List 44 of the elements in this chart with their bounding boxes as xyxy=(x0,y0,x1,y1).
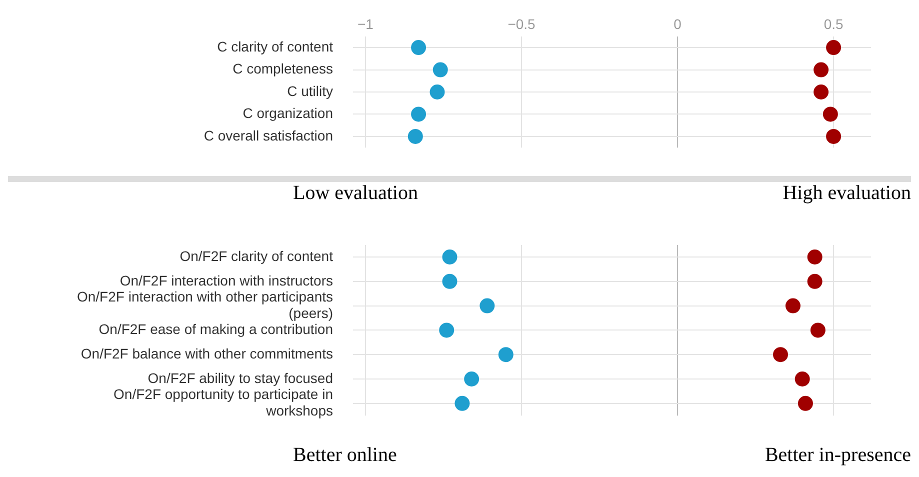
text: Better in-presence xyxy=(764,444,911,468)
point xyxy=(814,62,829,78)
y-tick-label: C completeness xyxy=(232,60,333,77)
y-tick-label: C clarity of content xyxy=(217,38,334,54)
point xyxy=(810,322,826,338)
y-tick-label: C utility xyxy=(287,82,333,99)
point xyxy=(807,250,822,264)
text: High evaluation xyxy=(782,182,911,206)
y-tick-label: On/F2F ease of making a contribution xyxy=(98,321,333,338)
point xyxy=(773,347,788,362)
text: Low evaluation xyxy=(293,182,418,206)
point xyxy=(498,347,514,362)
point xyxy=(442,250,458,264)
point xyxy=(826,128,842,144)
y-tick-label: On/F2F interaction with instructors xyxy=(120,272,333,288)
point xyxy=(807,274,822,289)
point xyxy=(432,62,448,78)
point xyxy=(822,106,838,122)
x-tick-label: −0.5 xyxy=(508,16,536,32)
point xyxy=(826,40,842,56)
y-tick-label: On/F2F ability to stay focused xyxy=(148,370,333,386)
point xyxy=(785,298,800,314)
point xyxy=(408,128,423,144)
text: Better online xyxy=(293,444,397,468)
point xyxy=(411,40,426,56)
point xyxy=(798,396,813,411)
point xyxy=(814,84,829,100)
y-tick-label: C overall satisfaction xyxy=(204,127,333,144)
y-tick-label: On/F2F opportunity to participate in workshops xyxy=(114,386,333,419)
point xyxy=(411,106,426,122)
x-tick-label: 0 xyxy=(674,16,682,32)
y-tick-label: On/F2F interaction with other participants (peers) xyxy=(76,288,333,322)
y-tick-label: On/F2F balance with other commitments xyxy=(80,345,333,362)
point xyxy=(442,274,458,289)
point xyxy=(794,372,810,386)
x-tick-label: −1 xyxy=(358,16,374,32)
point xyxy=(480,298,495,314)
y-tick-label: C organization xyxy=(242,105,333,122)
x-tick-label: 0.5 xyxy=(824,16,844,32)
point xyxy=(430,84,445,100)
y-tick-label: On/F2F clarity of content xyxy=(180,248,334,264)
point xyxy=(464,372,480,386)
point xyxy=(454,396,470,411)
point xyxy=(439,322,454,338)
